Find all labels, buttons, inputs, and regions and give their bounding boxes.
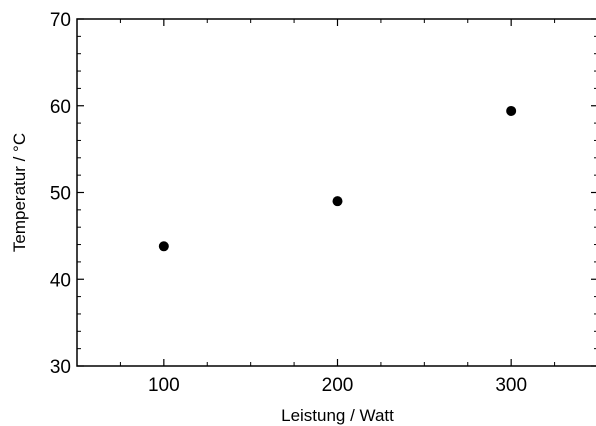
x-tick-labels: 100 200 300 xyxy=(148,375,527,396)
y-tick-label: 50 xyxy=(50,184,71,205)
data-point xyxy=(158,241,169,252)
data-point xyxy=(506,105,517,116)
plot-frame xyxy=(76,18,596,367)
y-tick-labels: 30 40 50 60 70 xyxy=(50,10,71,378)
data-point xyxy=(332,196,343,207)
x-tick-label: 100 xyxy=(148,375,180,396)
y-tick-label: 30 xyxy=(50,357,71,378)
y-tick-label: 40 xyxy=(50,270,71,291)
x-tick-label: 300 xyxy=(495,375,527,396)
x-tick-label: 200 xyxy=(322,375,354,396)
minor-ticks xyxy=(76,19,596,366)
y-tick-label: 70 xyxy=(50,10,71,31)
y-tick-label: 60 xyxy=(50,97,71,118)
x-axis-label: Leistung / Watt xyxy=(281,406,394,425)
y-axis-label: Temperatur / °C xyxy=(10,133,29,252)
major-ticks xyxy=(77,18,596,367)
data-points xyxy=(158,105,517,252)
